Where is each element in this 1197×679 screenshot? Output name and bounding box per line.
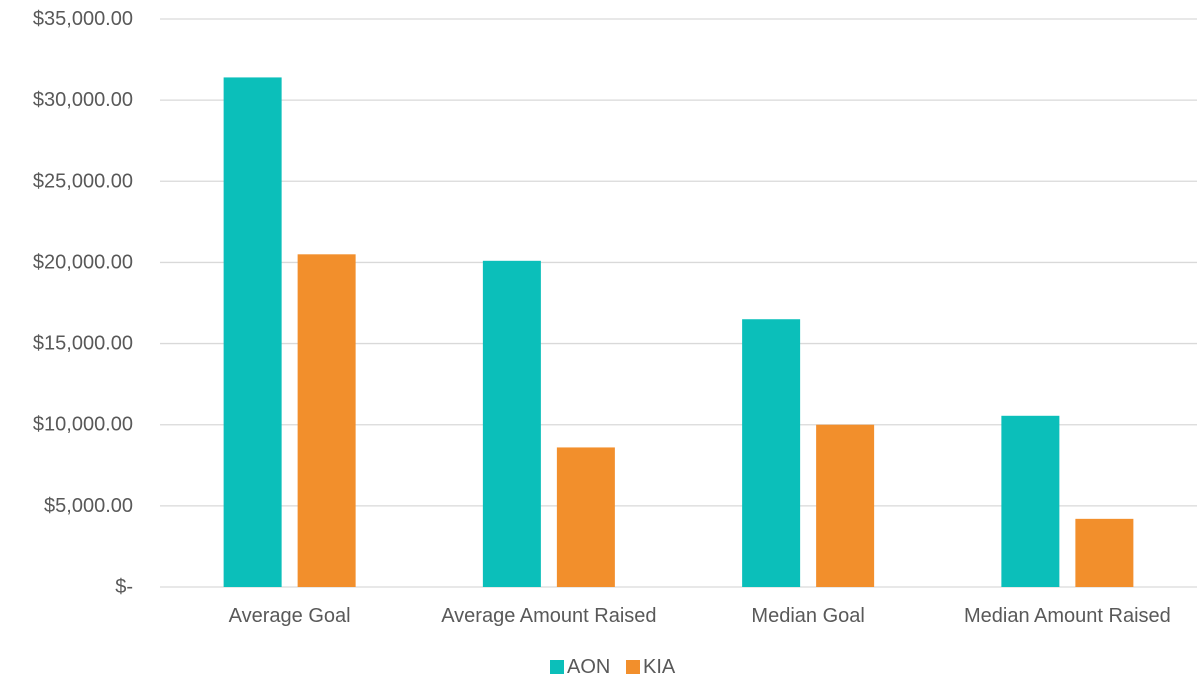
y-tick-label: $30,000.00 [33,89,133,111]
x-axis-category-labels: Average Goal Average Amount Raised Median … [229,605,1171,627]
bar-kia-median-amount-raised [1075,518,1134,587]
bar-aon-average-goal [223,77,282,588]
x-category-label: Median Goal [751,605,864,627]
y-axis-tick-labels: $- $5,000.00 $10,000.00 $15,000.00 $20,000.0… [33,8,133,598]
bar-aon-median-amount-raised [1001,415,1060,587]
x-category-label: Average Amount Raised [441,605,656,627]
bar-kia-average-amount-raised [556,447,615,587]
y-tick-label: $- [115,576,133,598]
y-tick-label: $10,000.00 [33,414,133,436]
x-category-label: Median Amount Raised [964,605,1171,627]
legend-swatch-kia [626,660,640,674]
bars [223,77,1134,588]
bar-aon-average-amount-raised [482,260,541,587]
y-tick-label: $35,000.00 [33,8,133,30]
y-tick-label: $5,000.00 [44,495,133,517]
y-tick-label: $25,000.00 [33,170,133,192]
x-category-label: Average Goal [229,605,351,627]
y-tick-label: $20,000.00 [33,251,133,273]
bar-kia-median-goal [816,424,875,587]
bar-aon-median-goal [742,319,801,587]
legend-label-aon: AON [567,656,610,678]
y-tick-label: $15,000.00 [33,333,133,355]
legend-swatch-aon [550,660,564,674]
legend: AON KIA [550,656,676,678]
bar-kia-average-goal [297,254,356,588]
legend-label-kia: KIA [643,656,676,678]
